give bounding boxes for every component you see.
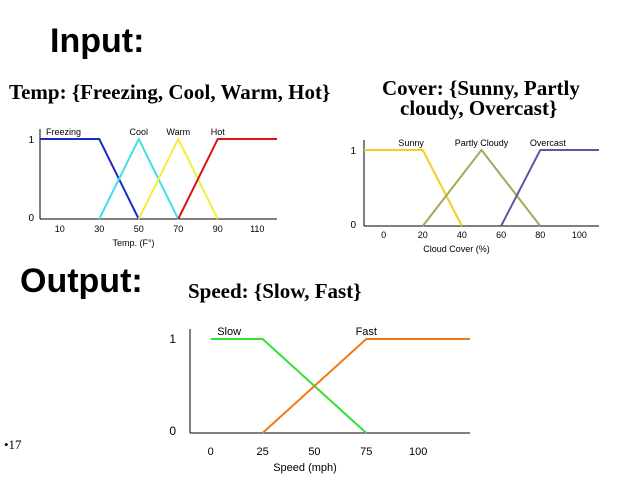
temp-series-label: Freezing [46,127,81,137]
temp-series-cool [98,136,180,220]
temp-x-axis-label: Temp. (F°) [112,238,154,248]
speed-y-tick-label: 0 [169,424,176,438]
cover-x-tick-label: 80 [535,230,545,240]
temp-y-tick-label: 1 [28,135,34,146]
cover-x-tick-label: 40 [457,230,467,240]
speed-series-fast [261,338,470,434]
cover-series-label: Overcast [530,138,567,148]
input-heading: Input: [50,22,145,60]
speed-x-tick-label: 100 [409,446,427,458]
temp-x-tick-label: 90 [213,224,223,234]
cover-series-label: Partly Cloudy [455,138,509,148]
cover-series-partly-cloudy [421,148,542,227]
speed-set-title: Speed: {Slow, Fast} [188,279,362,303]
temp-set-title: Temp: {Freezing, Cool, Warm, Hot} [9,80,331,104]
temp-series-freezing [40,138,140,220]
speed-series-slow [210,338,367,434]
temp-x-tick-label: 30 [94,224,104,234]
cover-set-title-line2: cloudy, Overcast} [400,96,558,120]
slide-number: •17 [4,437,22,452]
temp-series-label: Hot [211,127,226,137]
temp-x-tick-label: 50 [134,224,144,234]
cover-x-tick-label: 60 [496,230,506,240]
speed-series-label: Slow [217,326,241,338]
temp-series-warm [137,136,219,220]
temp-series-label: Warm [166,127,190,137]
temp-x-tick-label: 10 [55,224,65,234]
speed-x-axis-label: Speed (mph) [273,462,337,474]
cover-x-tick-label: 0 [381,230,386,240]
temp-x-tick-label: 110 [250,224,264,234]
speed-x-tick-label: 25 [256,446,268,458]
cover-series-overcast [500,149,599,227]
cover-series-sunny [364,149,463,227]
temp-x-tick-label: 70 [173,224,183,234]
speed-x-tick-label: 50 [308,446,320,458]
temp-series-label: Cool [129,127,148,137]
cover-y-tick-label: 0 [350,220,356,231]
cover-x-tick-label: 20 [418,230,428,240]
cover-set-title-line1: Cover: {Sunny, Partly [382,76,580,100]
cover-y-tick-label: 1 [350,146,356,157]
speed-x-tick-label: 0 [208,446,214,458]
output-heading: Output: [20,262,143,300]
speed-y-tick-label: 1 [169,332,176,346]
speed-x-tick-label: 75 [360,446,372,458]
cover-x-tick-label: 100 [572,230,587,240]
cover-x-axis-label: Cloud Cover (%) [423,244,490,254]
speed-series-label: Fast [356,326,377,338]
temp-y-tick-label: 0 [28,213,34,224]
temp-series-hot [177,138,277,220]
cover-series-label: Sunny [398,138,424,148]
